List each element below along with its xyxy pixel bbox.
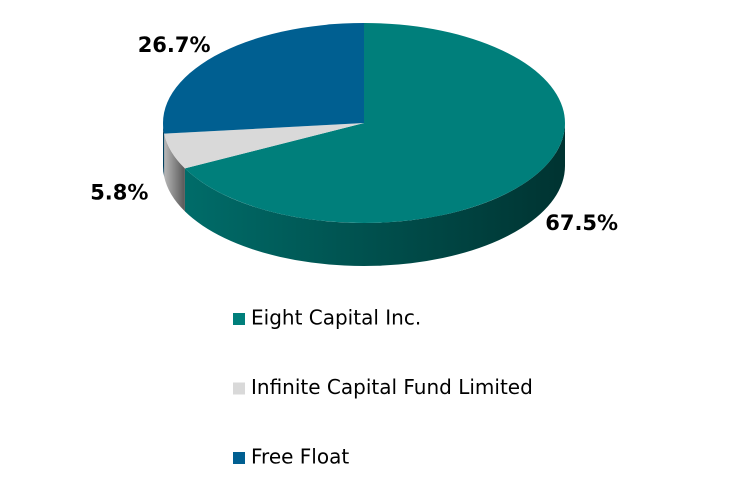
legend: Eight Capital Inc. Infinite Capital Fund …	[233, 306, 533, 469]
slice	[184, 23, 565, 223]
legend-label: Eight Capital Inc.	[251, 306, 421, 330]
slice-side	[163, 123, 165, 177]
legend-swatch	[233, 382, 245, 395]
legend-label: Free Float	[251, 445, 349, 469]
legend-swatch	[233, 452, 245, 464]
pie-sides	[163, 123, 565, 267]
slice	[164, 123, 364, 169]
slice-side	[164, 133, 185, 212]
slice-side	[184, 123, 565, 267]
slice	[163, 23, 364, 134]
value-label: 67.5%	[545, 211, 618, 235]
pie-tops	[163, 23, 565, 223]
legend-label: Infinite Capital Fund Limited	[251, 375, 533, 399]
legend-swatch	[233, 313, 245, 325]
value-label: 26.7%	[138, 33, 211, 57]
value-label: 5.8%	[90, 181, 148, 205]
value-labels: 67.5% 5.8% 26.7%	[90, 33, 618, 235]
